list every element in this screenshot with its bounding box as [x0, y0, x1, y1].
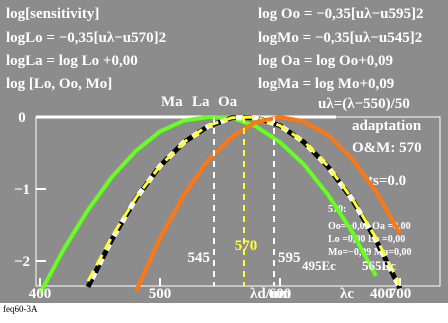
header-line-3: logLa = log Lo +0,00 [6, 53, 138, 69]
marker-label-595: 595 [278, 250, 301, 266]
header-right-5: uλ=(λ−550)/50 [318, 96, 410, 112]
legend-model: O&M: 570 [352, 140, 422, 156]
lambda-c-label: λc [340, 286, 354, 302]
tick-565ec: 565Ec [362, 258, 396, 273]
legend-row-2: Lo =0,00 La =0,00 [328, 234, 405, 245]
x-tick-400-compl: 400 [370, 286, 393, 302]
marker-lines: 545 570 595 [188, 117, 301, 286]
x-tick-label: 600 [269, 286, 292, 302]
marker-label-545: 545 [188, 250, 211, 266]
header-right-3: log Oa = log Oo+0,09 [258, 53, 393, 69]
y-tick-label: 0 [18, 110, 26, 126]
legend-ts: ts=0.0 [368, 173, 406, 189]
curve-ma [38, 114, 378, 295]
x-unit-label: λd/nm [250, 286, 291, 302]
label-la: La [192, 94, 210, 110]
label-ma: Ma [161, 94, 183, 110]
header-right-4: logMa = log Mo+0,09 [258, 76, 394, 92]
axis-ticks: 0 −1 −2 400 500 600 700 [14, 110, 411, 302]
x-tick-label: 400 [29, 286, 52, 302]
header-right-1: log Oo = −0,35[uλ−u595]2 [258, 6, 424, 22]
y-tick-label: −2 [14, 254, 30, 270]
curve-oa [134, 114, 402, 293]
x-tick-label: 700 [389, 286, 412, 302]
header-line-4: log [Lo, Oo, Mo] [6, 76, 112, 92]
legend-row-3: Mo=−0,09 Ma=0,00 [328, 247, 411, 258]
y-tick-label: −1 [14, 182, 30, 198]
header-right-2: logMo = −0,35[uλ−u545]2 [258, 30, 422, 46]
chart-background [0, 0, 448, 303]
label-oa: Oa [218, 94, 238, 110]
header-line-1: log[sensitivity] [6, 6, 99, 22]
legend-title: adaptation [352, 118, 422, 134]
marker-label-570: 570 [235, 238, 258, 254]
x-tick-label: 500 [149, 286, 172, 302]
tick-495ec: 495Ec [302, 258, 336, 273]
footer-code: feq60-3A [3, 304, 38, 314]
header-line-2: logLo = −0,35[uλ−u570]2 [6, 30, 166, 46]
